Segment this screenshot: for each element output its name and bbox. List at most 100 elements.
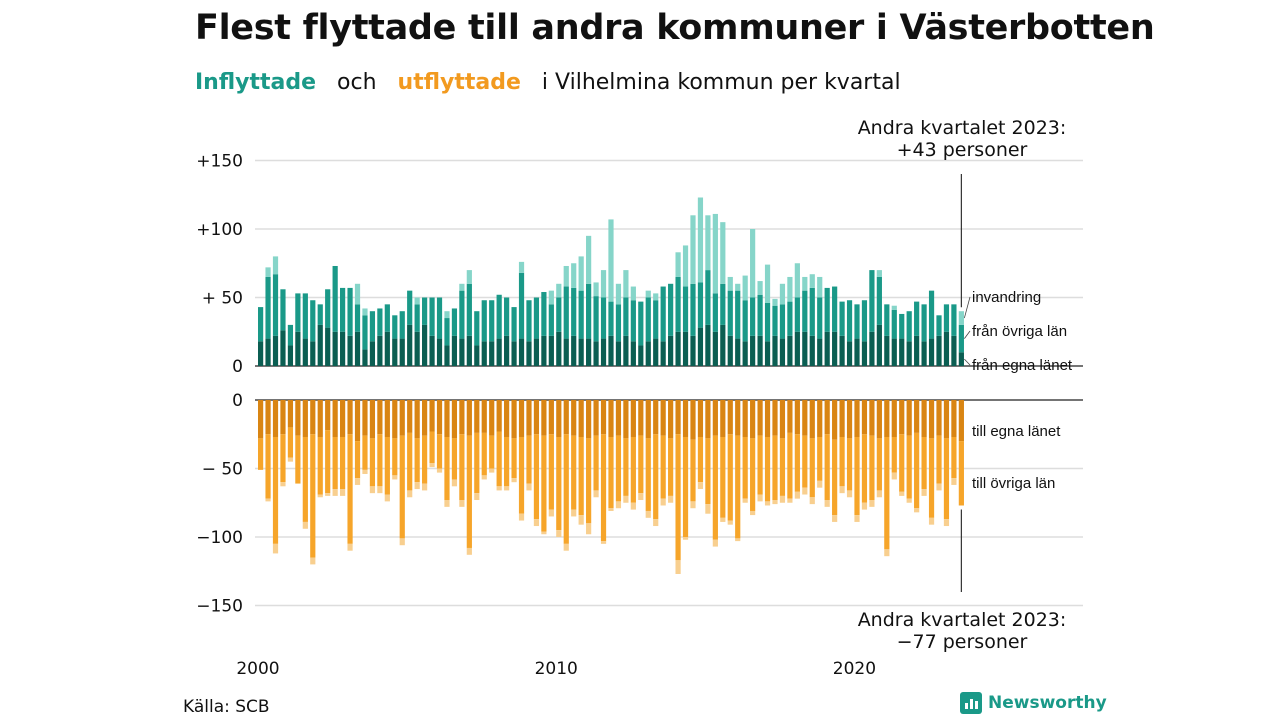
outflow-bar-emigration bbox=[809, 497, 815, 505]
inflow-bar-egna bbox=[876, 324, 882, 366]
inflow-bar-egna bbox=[280, 330, 286, 366]
inflow-bar-ovriga bbox=[876, 276, 882, 325]
outflow-bar-egna bbox=[645, 400, 651, 439]
inflow-bar-egna bbox=[593, 341, 599, 366]
outflow-bar-emigration bbox=[899, 491, 905, 496]
outflow-bar-ovriga bbox=[854, 436, 860, 516]
outflow-bar-ovriga bbox=[332, 436, 338, 490]
inflow-bar-invandring bbox=[571, 263, 577, 288]
inflow-bar-invandring bbox=[414, 297, 420, 305]
outflow-bar-emigration bbox=[630, 502, 636, 510]
outflow-bar-egna bbox=[846, 400, 853, 439]
outflow-bar-egna bbox=[630, 400, 636, 437]
outflow-bar-egna bbox=[623, 400, 629, 439]
inflow-bar-egna bbox=[466, 335, 472, 366]
inflow-bar-ovriga bbox=[742, 300, 748, 342]
outflow-bar-emigration bbox=[854, 515, 860, 522]
outflow-bar-egna bbox=[295, 400, 301, 436]
inflow-bar-egna bbox=[951, 335, 957, 366]
inflow-bar-invandring bbox=[586, 235, 592, 284]
logo-text: Newsworthy bbox=[988, 693, 1107, 713]
inflow-bar-ovriga bbox=[407, 290, 413, 325]
inflow-bar-ovriga bbox=[772, 305, 778, 336]
outflow-bar-egna bbox=[682, 400, 689, 437]
outflow-bar-ovriga bbox=[541, 435, 547, 532]
outflow-bar-ovriga bbox=[876, 438, 882, 491]
outflow-bar-emigration bbox=[697, 482, 704, 490]
inflow-bar-ovriga bbox=[481, 300, 487, 342]
annotation-top-line2: +43 personer bbox=[897, 139, 1028, 161]
outflow-bar-ovriga bbox=[928, 438, 935, 518]
outflow-bar-egna bbox=[399, 400, 405, 436]
inflow-bar-egna bbox=[533, 338, 540, 366]
outflow-bar-ovriga bbox=[436, 434, 443, 469]
inflow-bar-egna bbox=[489, 341, 495, 366]
outflow-bar-emigration bbox=[496, 486, 502, 491]
inflow-bar-egna bbox=[802, 331, 808, 366]
inflow-bar-egna bbox=[869, 331, 875, 366]
outflow-bar-emigration bbox=[593, 490, 599, 498]
inflow-bar-ovriga bbox=[675, 276, 681, 332]
outflow-bar-emigration bbox=[571, 509, 577, 517]
outflow-bar-emigration bbox=[742, 498, 748, 503]
outflow-bar-ovriga bbox=[705, 438, 711, 505]
outflow-bar-emigration bbox=[399, 538, 405, 546]
outflow-bar-emigration bbox=[802, 487, 808, 495]
inflow-bar-ovriga bbox=[958, 324, 964, 353]
outflow-bar-ovriga bbox=[653, 434, 659, 520]
inflow-bar-invandring bbox=[757, 281, 763, 295]
inflow-bar-invandring bbox=[548, 290, 554, 305]
inflow-bar-invandring bbox=[772, 298, 778, 306]
inflow-bar-egna bbox=[705, 324, 711, 366]
outflow-bar-egna bbox=[697, 400, 704, 437]
outflow-bar-egna bbox=[712, 400, 718, 436]
inflow-bar-ovriga bbox=[548, 304, 554, 336]
inflow-bar-invandring bbox=[690, 215, 696, 284]
inflow-bar-invandring bbox=[675, 252, 681, 277]
outflow-bar-ovriga bbox=[802, 435, 808, 488]
outflow-bar-ovriga bbox=[712, 435, 718, 540]
inflow-bar-invandring bbox=[735, 283, 741, 291]
inflow-bar-ovriga bbox=[317, 304, 323, 325]
inflow-bar-invandring bbox=[697, 197, 704, 283]
series-leader-in bbox=[964, 330, 971, 339]
inflow-bar-ovriga bbox=[511, 307, 517, 342]
inflow-bar-invandring bbox=[891, 305, 897, 310]
outflow-bar-ovriga bbox=[958, 441, 964, 506]
inflow-bar-egna bbox=[302, 338, 308, 366]
inflow-bar-egna bbox=[921, 341, 927, 366]
inflow-bar-ovriga bbox=[936, 315, 942, 336]
outflow-bar-emigration bbox=[943, 519, 950, 527]
inflow-bar-egna bbox=[436, 338, 443, 366]
outflow-bar-ovriga bbox=[764, 436, 771, 502]
outflow-bar-egna bbox=[369, 400, 376, 439]
inflow-bar-ovriga bbox=[928, 290, 935, 339]
inflow-bars bbox=[258, 197, 964, 366]
inflow-bar-egna bbox=[377, 335, 383, 366]
outflow-bar-emigration bbox=[794, 491, 800, 499]
inflow-bar-invandring bbox=[809, 274, 815, 288]
inflow-bar-egna bbox=[563, 338, 569, 366]
outflow-bar-egna bbox=[839, 400, 845, 437]
inflow-bar-invandring bbox=[518, 261, 525, 273]
inflow-bar-ovriga bbox=[474, 311, 480, 346]
outflow-bar-egna bbox=[347, 400, 353, 435]
outflow-bar-ovriga bbox=[921, 436, 927, 490]
inflow-bar-ovriga bbox=[586, 283, 592, 339]
inflow-bar-ovriga bbox=[854, 304, 860, 339]
inflow-bar-egna bbox=[310, 341, 316, 366]
outflow-bar-egna bbox=[436, 400, 443, 435]
outflow-bar-emigration bbox=[705, 504, 711, 514]
outflow-bar-egna bbox=[720, 400, 726, 437]
inflow-bar-ovriga bbox=[556, 297, 562, 332]
outflow-bar-emigration bbox=[362, 469, 368, 474]
inflow-bar-ovriga bbox=[377, 308, 383, 336]
inflow-bar-egna bbox=[541, 335, 547, 366]
inflow-bar-egna bbox=[354, 331, 361, 366]
inflow-bar-ovriga bbox=[608, 301, 614, 336]
inflow-bar-ovriga bbox=[690, 283, 696, 336]
inflow-bar-ovriga bbox=[891, 309, 897, 339]
outflow-bar-ovriga bbox=[571, 435, 577, 510]
outflow-bar-egna bbox=[459, 400, 465, 435]
y-tick-label-bottom: −150 bbox=[196, 597, 243, 617]
